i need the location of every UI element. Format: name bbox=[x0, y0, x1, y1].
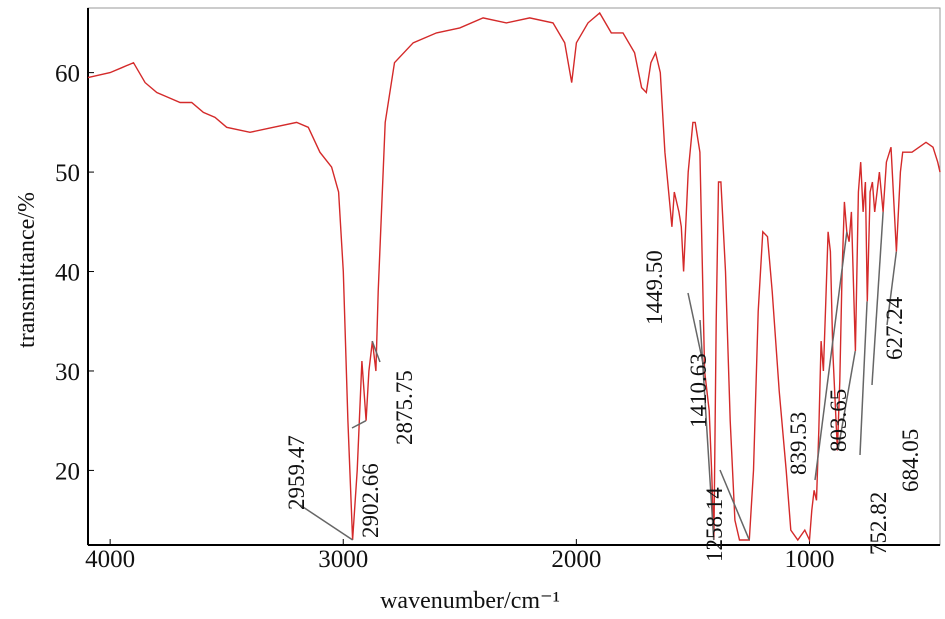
peak-label: 1258.14 bbox=[702, 487, 727, 562]
peak-label: 684.05 bbox=[898, 429, 923, 492]
peak-leader bbox=[886, 251, 898, 326]
x-tick-label: 4000 bbox=[85, 546, 135, 573]
peak-leader bbox=[859, 301, 868, 456]
peak-label: 627.24 bbox=[882, 296, 907, 360]
peak-label: 1449.50 bbox=[642, 250, 667, 325]
x-axis-label: wavenumber/cm⁻¹ bbox=[380, 588, 560, 614]
peak-label: 1410.63 bbox=[686, 353, 711, 428]
peak-label: 839.53 bbox=[786, 412, 811, 475]
y-tick-label: 20 bbox=[55, 458, 80, 485]
peak-leader bbox=[371, 340, 381, 363]
peak-leader bbox=[699, 319, 715, 541]
peak-leader bbox=[719, 469, 750, 541]
peak-leader bbox=[351, 420, 367, 429]
y-tick-label: 40 bbox=[55, 260, 80, 287]
peak-label: 2875.75 bbox=[392, 370, 417, 445]
plot-frame bbox=[87, 7, 941, 546]
peak-label: 2959.47 bbox=[284, 435, 309, 510]
y-tick-label: 60 bbox=[55, 61, 80, 88]
spectrum-line bbox=[87, 11, 941, 543]
peak-label: 803.65 bbox=[826, 389, 851, 452]
x-tick-label: 1000 bbox=[784, 546, 834, 573]
y-axis-label: transmittance/% bbox=[14, 192, 40, 348]
peak-leader bbox=[299, 504, 354, 541]
peak-leader bbox=[837, 350, 856, 451]
y-tick-label: 30 bbox=[55, 359, 80, 386]
peak-label: 2902.66 bbox=[358, 463, 383, 538]
peak-leader bbox=[814, 231, 848, 481]
x-tick-label: 3000 bbox=[318, 546, 368, 573]
peak-label: 752.82 bbox=[866, 492, 891, 555]
x-tick-label: 2000 bbox=[551, 546, 601, 573]
peak-leader bbox=[871, 211, 884, 386]
y-tick-label: 50 bbox=[55, 160, 80, 187]
